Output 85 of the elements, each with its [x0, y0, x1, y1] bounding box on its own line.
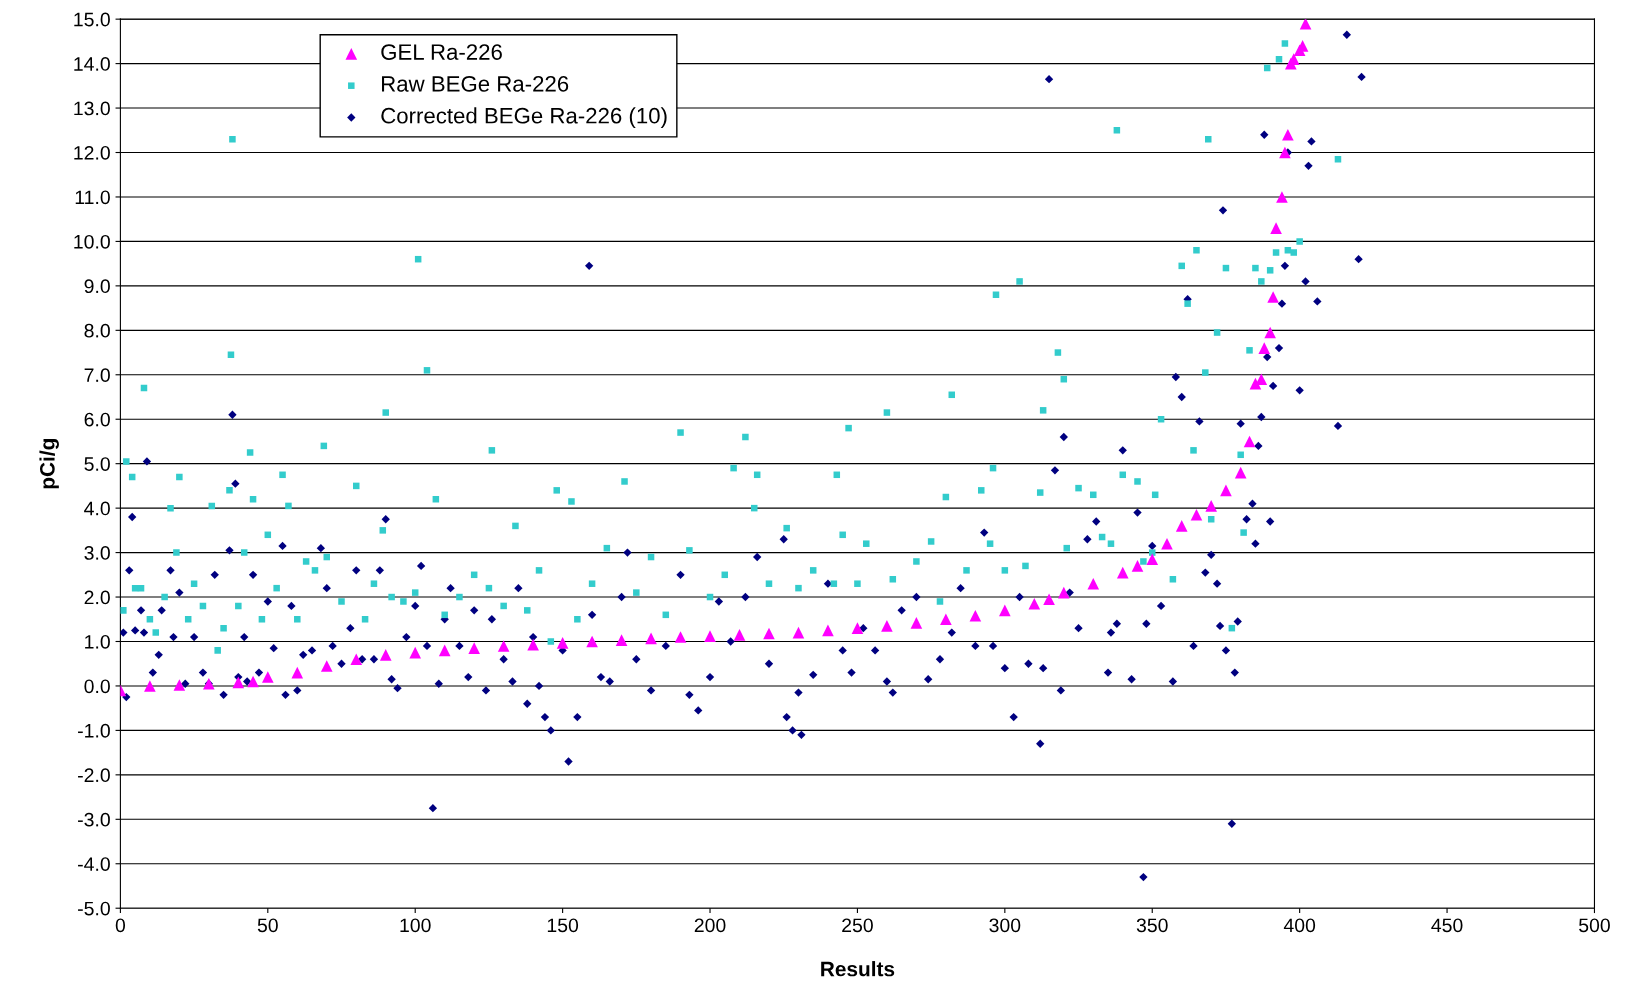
point: [1161, 537, 1173, 550]
point: [173, 679, 186, 691]
point: [556, 637, 569, 649]
y-tick-label: 5.0: [84, 457, 110, 471]
y-tick-label: 12.0: [74, 145, 110, 160]
y-tick-label: 3.0: [84, 546, 110, 560]
point: [320, 660, 333, 672]
x-tick-label: 500: [1579, 918, 1610, 933]
x-tick-label: 350: [1136, 918, 1168, 933]
x-tick-label: 100: [400, 918, 431, 933]
y-axis-title: pCi/g: [39, 439, 59, 489]
point: [586, 635, 598, 648]
legend-label: Corrected BEGe Ra-226 (10): [381, 107, 667, 128]
point: [1175, 520, 1188, 532]
point: [674, 631, 687, 643]
legend-label: GEL Ra-226: [381, 44, 502, 60]
y-tick-label: 13.0: [74, 101, 110, 116]
y-tick-label: -3.0: [78, 812, 110, 827]
point: [1270, 222, 1282, 234]
y-tick-label: -1.0: [78, 723, 110, 738]
point: [350, 653, 363, 666]
point: [910, 617, 923, 629]
x-tick-label: 0: [115, 918, 126, 933]
x-tick-label: 150: [547, 918, 579, 933]
x-tick-label: 200: [694, 918, 726, 933]
point: [851, 622, 864, 634]
point: [1043, 593, 1055, 606]
point: [822, 624, 834, 637]
point: [497, 640, 510, 652]
x-tick-label: 450: [1431, 918, 1463, 933]
x-tick-label: 50: [257, 918, 278, 933]
x-tick-label: 300: [989, 918, 1021, 933]
x-axis-title: Results: [821, 961, 895, 977]
point: [144, 680, 156, 692]
point: [881, 620, 893, 632]
point: [615, 634, 628, 646]
y-tick-label: 9.0: [84, 279, 110, 294]
point: [1057, 586, 1070, 599]
point: [1299, 19, 1312, 30]
y-tick-label: 4.0: [84, 501, 110, 516]
y-tick-label: 0.0: [84, 679, 110, 694]
point: [969, 609, 982, 622]
y-tick-label: 7.0: [84, 368, 110, 383]
point: [1258, 342, 1271, 354]
y-tick-label: 1.0: [85, 634, 110, 649]
point: [1028, 597, 1041, 610]
y-tick-label: 2.0: [84, 590, 110, 605]
point: [468, 642, 480, 654]
y-tick-label: 11.0: [75, 190, 110, 205]
point: [1087, 577, 1100, 590]
y-tick-label: 6.0: [84, 412, 110, 427]
point: [1243, 435, 1256, 448]
point: [1264, 326, 1276, 339]
y-tick-label: -2.0: [78, 768, 110, 783]
point: [704, 630, 716, 642]
y-tick-label: 8.0: [84, 323, 110, 338]
legend-label: Raw BEGe Ra-226: [382, 76, 569, 92]
point: [1234, 466, 1247, 479]
point: [1276, 191, 1288, 203]
point: [999, 604, 1011, 617]
point: [645, 632, 657, 645]
point: [733, 629, 746, 641]
point: [1190, 508, 1203, 521]
point: [379, 649, 392, 661]
y-tick-label: -5.0: [78, 901, 110, 916]
point: [409, 646, 422, 659]
point: [940, 613, 952, 626]
y-tick-label: 14.0: [74, 57, 110, 71]
point: [1282, 128, 1294, 141]
point: [1146, 553, 1159, 566]
point: [1220, 484, 1232, 497]
x-tick-label: 250: [842, 918, 873, 933]
x-tick-label: 400: [1283, 918, 1316, 933]
point: [1131, 560, 1144, 572]
point: [1205, 500, 1218, 512]
point: [1116, 566, 1129, 579]
y-tick-label: 15.0: [74, 12, 110, 27]
point: [291, 666, 304, 679]
point: [232, 676, 245, 689]
point: [261, 671, 274, 683]
point: [1267, 291, 1279, 303]
y-tick-label: 10.0: [74, 234, 110, 249]
y-tick-label: -4.0: [78, 857, 110, 871]
point: [792, 626, 805, 639]
point: [438, 644, 451, 657]
